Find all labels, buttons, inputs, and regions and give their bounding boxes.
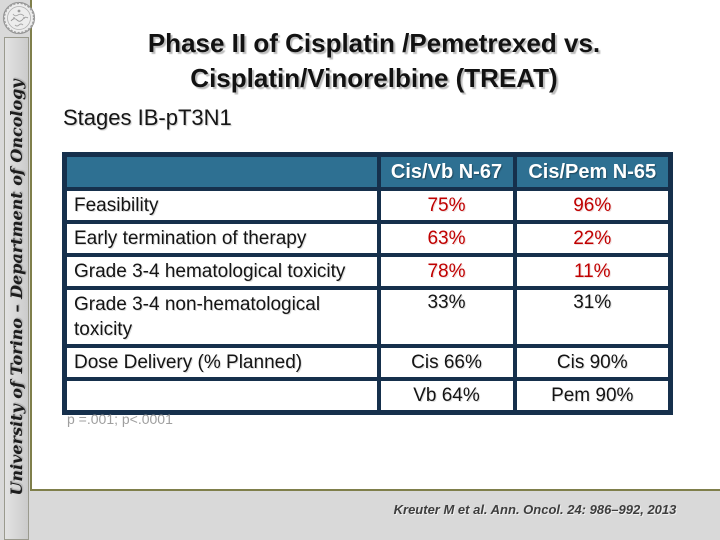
row-value: Vb 64% bbox=[376, 377, 517, 415]
slide-title: Phase II of Cisplatin /Pemetrexed vs. Ci… bbox=[50, 26, 698, 96]
results-table: Cis/Vb N-67 Cis/Pem N-65 Feasibility 75%… bbox=[62, 152, 673, 415]
header-cell-cis-pem: Cis/Pem N-65 bbox=[512, 152, 673, 191]
university-department-label: University of Torino – Department of Onc… bbox=[7, 79, 26, 496]
table-header-row: Cis/Vb N-67 Cis/Pem N-65 bbox=[62, 152, 673, 191]
table-row: Feasibility 75% 96% bbox=[62, 187, 673, 224]
row-value: 33% bbox=[376, 286, 517, 348]
p-value-footnote: p =.001; p<.0001 bbox=[67, 411, 173, 427]
row-value: Cis 90% bbox=[512, 344, 673, 381]
row-label: Grade 3-4 hematological toxicity bbox=[62, 253, 381, 290]
row-label: Feasibility bbox=[62, 187, 381, 224]
row-label: Dose Delivery (% Planned) bbox=[62, 344, 381, 381]
header-cell-empty bbox=[62, 152, 381, 191]
row-value: 78% bbox=[376, 253, 517, 290]
row-label: Grade 3-4 non-hematological toxicity bbox=[62, 286, 381, 348]
table-row: Grade 3-4 non-hematological toxicity 33%… bbox=[62, 286, 673, 348]
table-row: Vb 64% Pem 90% bbox=[62, 377, 673, 415]
header-cell-cis-vb: Cis/Vb N-67 bbox=[376, 152, 517, 191]
reference-citation: Kreuter M et al. Ann. Oncol. 24: 986–992… bbox=[393, 502, 677, 517]
row-value: 31% bbox=[512, 286, 673, 348]
university-seal-icon bbox=[2, 1, 36, 35]
slide-subtitle: Stages IB-pT3N1 bbox=[63, 105, 232, 130]
row-label: Early termination of therapy bbox=[62, 220, 381, 257]
table-row: Dose Delivery (% Planned) Cis 66% Cis 90… bbox=[62, 344, 673, 381]
row-value: 96% bbox=[512, 187, 673, 224]
slide-title-line2: Cisplatin/Vinorelbine (TREAT) bbox=[190, 63, 558, 93]
slide-title-line1: Phase II of Cisplatin /Pemetrexed vs. bbox=[147, 28, 601, 58]
row-value: 22% bbox=[512, 220, 673, 257]
row-value: 75% bbox=[376, 187, 517, 224]
row-label bbox=[62, 377, 381, 415]
row-value: 63% bbox=[376, 220, 517, 257]
row-value: 11% bbox=[512, 253, 673, 290]
table-row: Early termination of therapy 63% 22% bbox=[62, 220, 673, 257]
row-value: Pem 90% bbox=[512, 377, 673, 415]
row-value: Cis 66% bbox=[376, 344, 517, 381]
table-row: Grade 3-4 hematological toxicity 78% 11% bbox=[62, 253, 673, 290]
university-sidebar bbox=[4, 37, 29, 540]
